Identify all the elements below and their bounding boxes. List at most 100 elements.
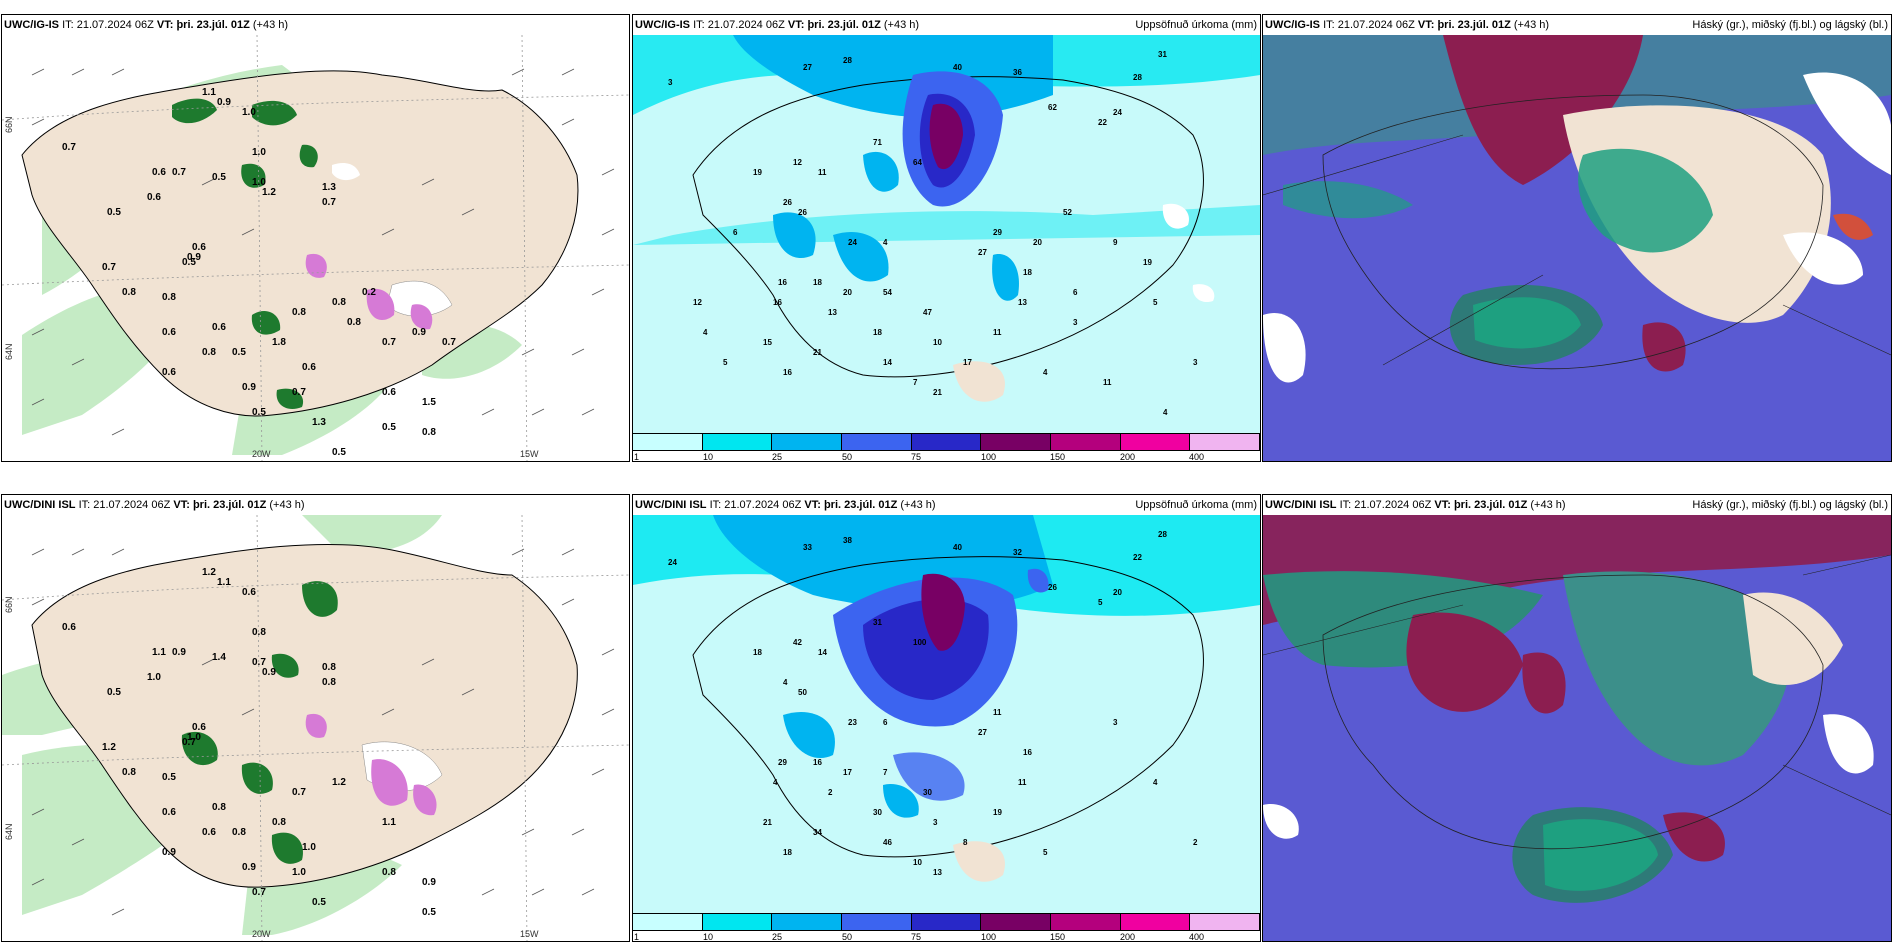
map-value-label: 62 [1048, 103, 1057, 112]
map-value-label: 24 [848, 238, 857, 247]
map-value-label: 27 [803, 63, 812, 72]
map-value-label: 1.2 [102, 742, 116, 753]
map-value-label: 0.7 [252, 657, 266, 668]
legend-label: 150 [1050, 452, 1066, 462]
map-value-label: 1.0 [187, 732, 201, 743]
map-value-label: 0.9 [162, 847, 176, 858]
precip-legend: 1 10 25 50 75 100 150 200 400 [633, 433, 1260, 461]
cloud-map [1263, 515, 1891, 941]
panel-title: UWC/IG-IS IT: 21.07.2024 06Z VT: þri. 23… [2, 15, 629, 35]
map-value-label: 0.7 [382, 337, 396, 348]
map-value-label: 3 [668, 78, 673, 87]
map-value-label: 0.8 [422, 427, 436, 438]
map-value-label: 50 [798, 688, 807, 697]
legend-swatch [842, 914, 912, 930]
map-value-label: 28 [1158, 530, 1167, 539]
map-value-label: 0.5 [212, 172, 226, 183]
map-value-label: 12 [693, 298, 702, 307]
map-value-label: 0.5 [422, 907, 436, 918]
map-value-label: 2 [1193, 838, 1198, 847]
map-value-label: 0.6 [152, 167, 166, 178]
map-value-label: 0.6 [192, 242, 206, 253]
map-value-label: 0.5 [312, 897, 326, 908]
legend-label: 100 [981, 452, 997, 462]
map-value-label: 29 [993, 228, 1002, 237]
map-value-label: 40 [953, 543, 962, 552]
map-value-label: 0.8 [122, 767, 136, 778]
map-value-label: 20 [1113, 588, 1122, 597]
map-value-label: 1.1 [382, 817, 396, 828]
legend-swatch [633, 914, 703, 930]
map-value-label: 0.5 [107, 207, 121, 218]
map-value-label: 13 [1018, 298, 1027, 307]
map-value-label: 1.0 [302, 842, 316, 853]
map-value-label: 0.8 [232, 827, 246, 838]
map-value-label: 16 [813, 758, 822, 767]
cloud-map-panel-top: UWC/IG-IS IT: 21.07.2024 06Z VT: þri. 23… [1262, 14, 1892, 462]
map-value-label: 1.2 [332, 777, 346, 788]
map-value-label: 19 [753, 168, 762, 177]
lon-label-20w: 20W [252, 929, 271, 939]
map-value-label: 46 [883, 838, 892, 847]
map-value-label: 0.7 [102, 262, 116, 273]
map-value-label: 1.3 [312, 417, 326, 428]
legend-swatch [702, 434, 773, 450]
map-value-label: 0.9 [172, 647, 186, 658]
map-value-label: 0.8 [252, 627, 266, 638]
map-value-label: 1.8 [272, 337, 286, 348]
map-value-label: 4 [1153, 778, 1158, 787]
map-value-label: 0.8 [202, 347, 216, 358]
map-value-label: 32 [1013, 548, 1022, 557]
map-value-label: 0.6 [302, 362, 316, 373]
panel-title: UWC/IG-IS IT: 21.07.2024 06Z VT: þri. 23… [1263, 15, 1891, 35]
wind-map: 1.1 0.6 1.2 0.6 1.4 1.1 0.9 0.8 0.7 0.9 1.0 0.8 0.8 0… [2, 515, 629, 941]
map-value-label: 7 [913, 378, 918, 387]
map-value-label: 0.8 [272, 817, 286, 828]
map-value-label: 0.9 [262, 667, 276, 678]
precip-legend: 1 10 25 50 75 100 150 200 400 [633, 913, 1260, 941]
map-value-label: 1.1 [202, 87, 216, 98]
map-value-label: 1.3 [322, 182, 336, 193]
legend-swatch [772, 434, 843, 450]
map-value-label: 4 [783, 678, 788, 687]
map-value-label: 28 [843, 56, 852, 65]
map-value-label: 100 [913, 638, 927, 647]
map-value-label: 3 [933, 818, 938, 827]
legend-swatch [911, 914, 982, 930]
legend-label: 50 [842, 932, 853, 942]
legend-label: 10 [703, 932, 714, 942]
map-value-label: 1.2 [202, 567, 216, 578]
map-value-label: 26 [798, 208, 807, 217]
legend-swatch [981, 434, 1052, 450]
map-value-label: 26 [1048, 583, 1057, 592]
wind-map-panel-bottom: UWC/DINI ISL IT: 21.07.2024 06Z VT: þri.… [1, 494, 630, 942]
map-value-label: 22 [1098, 118, 1107, 127]
map-value-label: 3 [1113, 718, 1118, 727]
map-value-label: 0.5 [332, 447, 346, 458]
map-value-label: 0.5 [107, 687, 121, 698]
map-value-label: 16 [778, 278, 787, 287]
map-value-label: 21 [813, 348, 822, 357]
map-value-label: 0.8 [322, 677, 336, 688]
map-value-label: 47 [923, 308, 932, 317]
legend-swatch [702, 914, 773, 930]
precip-map: 27 28 40 36 31 28 24 3 62 22 12 71 64 19 26 26 27 29 11 24 1… [633, 35, 1260, 435]
map-value-label: 0.6 [242, 587, 256, 598]
map-value-label: 1.0 [252, 147, 266, 158]
map-value-label: 5 [1043, 848, 1048, 857]
legend-label: 25 [772, 452, 783, 462]
map-value-label: 11 [818, 168, 827, 177]
map-value-label: 0.6 [147, 192, 161, 203]
cloud-title: Háský (gr.), miðský (fj.bl.) og lágský (… [1692, 499, 1888, 511]
lon-label-20w: 20W [252, 449, 271, 459]
map-value-label: 4 [1163, 408, 1168, 417]
precip-title: Uppsöfnuð úrkoma (mm) [1135, 19, 1257, 31]
map-value-label: 1.0 [252, 177, 266, 188]
lon-label-15w: 15W [520, 449, 539, 459]
map-value-label: 1.0 [242, 107, 256, 118]
map-value-label: 28 [1133, 73, 1142, 82]
legend-swatch [1051, 914, 1121, 930]
map-value-label: 71 [873, 138, 882, 147]
map-value-label: 0.7 [442, 337, 456, 348]
legend-swatch [981, 914, 1052, 930]
